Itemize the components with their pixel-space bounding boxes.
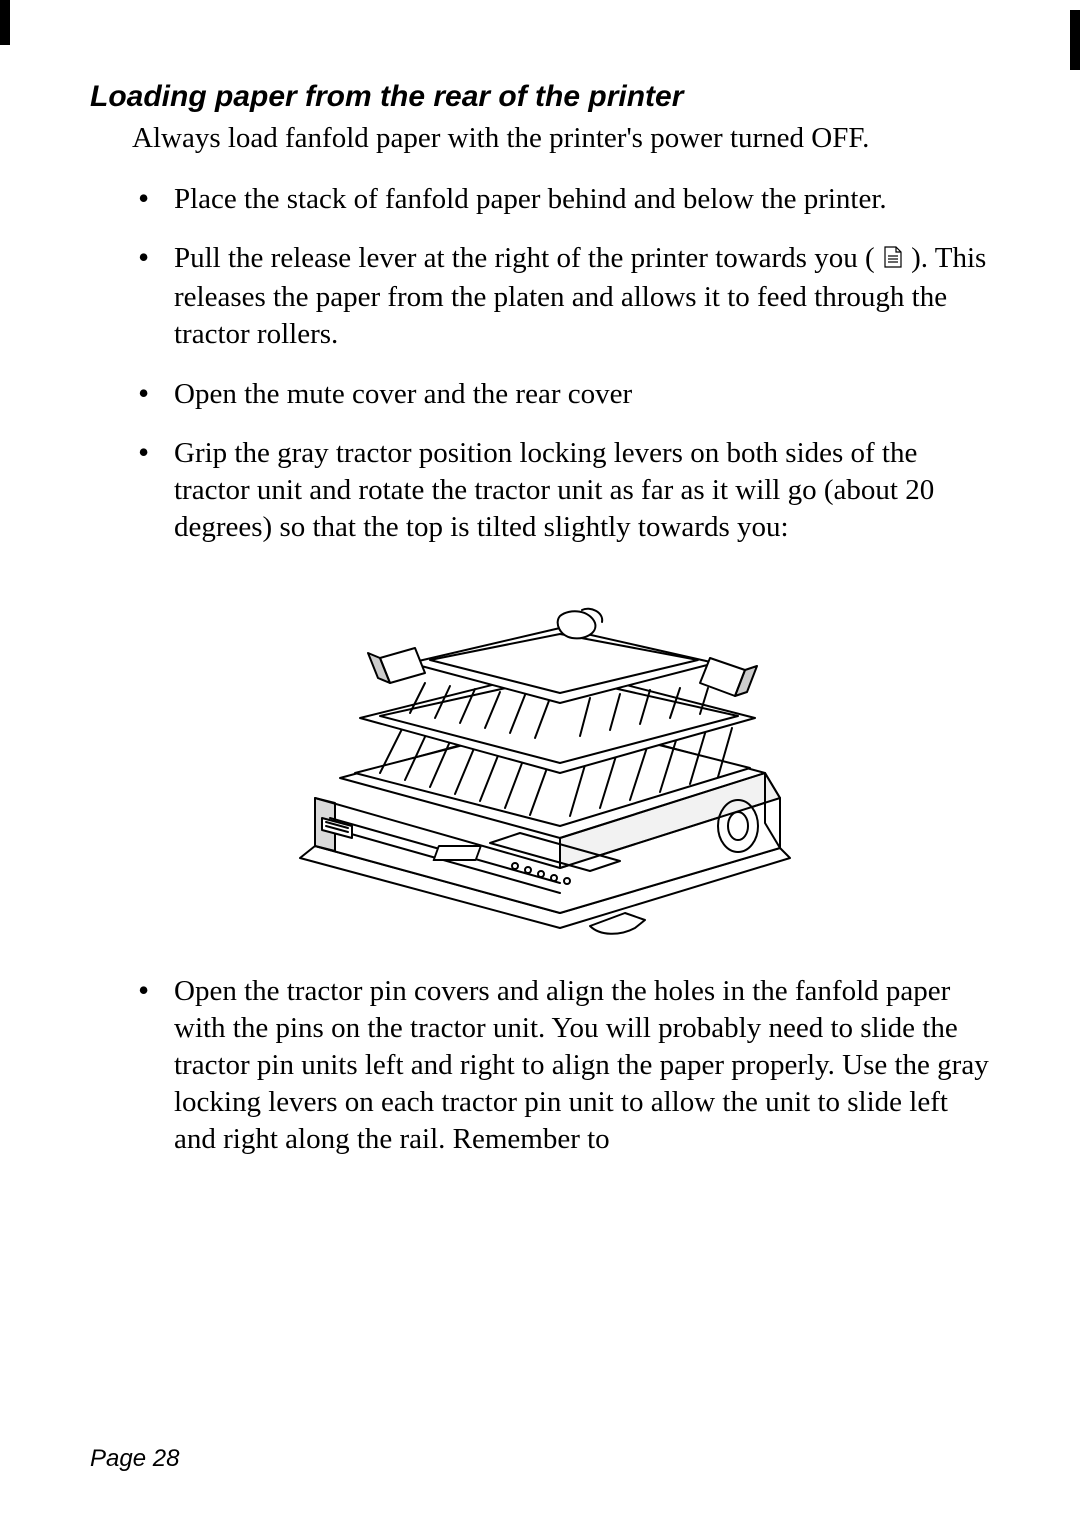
scan-edge-right: [1070, 10, 1080, 70]
step-item: Place the stack of fanfold paper behind …: [132, 181, 990, 218]
step-item: Pull the release lever at the right of t…: [132, 240, 990, 353]
page-number: Page 28: [90, 1445, 179, 1473]
step-list: Place the stack of fanfold paper behind …: [132, 181, 990, 546]
step-text: Open the mute cover and the rear cover: [174, 378, 632, 410]
intro-text: Always load fanfold paper with the print…: [132, 120, 990, 157]
scan-edge-left: [0, 0, 10, 45]
step-item: Grip the gray tractor position locking l…: [132, 435, 990, 546]
section-heading: Loading paper from the rear of the print…: [90, 80, 990, 114]
printer-illustration: [90, 568, 990, 943]
step-text-part-a: Pull the release lever at the right of t…: [174, 242, 882, 274]
step-text: Open the tractor pin covers and align th…: [174, 975, 989, 1155]
step-text: Grip the gray tractor position locking l…: [174, 437, 934, 543]
step-item: Open the tractor pin covers and align th…: [132, 973, 990, 1159]
step-list-continued: Open the tractor pin covers and align th…: [132, 973, 990, 1159]
paper-icon: [882, 242, 904, 279]
step-text: Place the stack of fanfold paper behind …: [174, 183, 887, 215]
step-item: Open the mute cover and the rear cover: [132, 376, 990, 413]
